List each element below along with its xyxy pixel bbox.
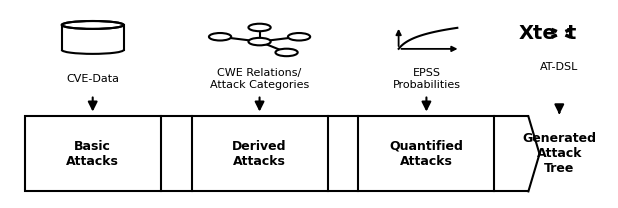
Circle shape xyxy=(248,38,271,45)
Text: Quantified
Attacks: Quantified Attacks xyxy=(389,140,464,168)
Circle shape xyxy=(276,49,298,56)
Ellipse shape xyxy=(62,21,124,29)
Text: CVE-Data: CVE-Data xyxy=(66,74,119,84)
Circle shape xyxy=(288,33,310,41)
Bar xyxy=(192,116,328,191)
Text: AT-DSL: AT-DSL xyxy=(540,62,578,72)
Circle shape xyxy=(248,24,271,31)
Text: Basic
Attacks: Basic Attacks xyxy=(66,140,119,168)
Circle shape xyxy=(209,33,231,41)
Text: Generated
Attack
Tree: Generated Attack Tree xyxy=(522,132,596,175)
Text: EPSS
Probabilities: EPSS Probabilities xyxy=(392,68,460,90)
Text: Derived
Attacks: Derived Attacks xyxy=(232,140,287,168)
Bar xyxy=(358,116,494,191)
Text: CWE Relations/
Attack Categories: CWE Relations/ Attack Categories xyxy=(210,68,309,90)
Text: Xte: Xte xyxy=(519,24,556,43)
Text: t: t xyxy=(567,24,577,43)
Bar xyxy=(25,116,161,191)
